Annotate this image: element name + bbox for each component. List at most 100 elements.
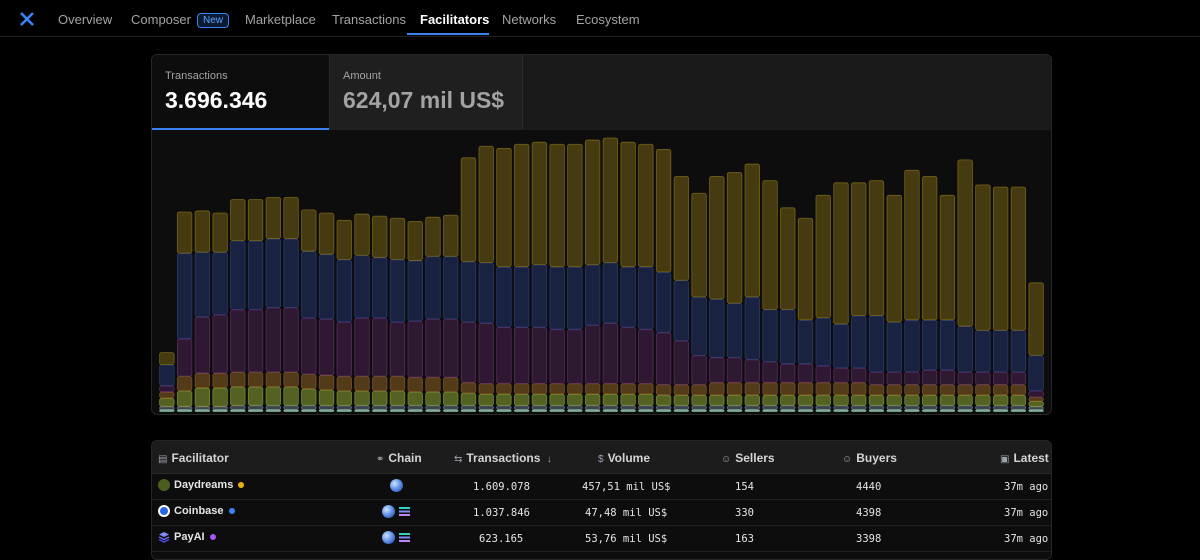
bar-purple-42[interactable] bbox=[886, 372, 902, 385]
header-volume[interactable]: $ Volume bbox=[598, 451, 651, 465]
bar-olive-2[interactable] bbox=[176, 390, 193, 407]
bar-brown-16[interactable] bbox=[425, 377, 441, 393]
bar-purple-43[interactable] bbox=[904, 372, 920, 385]
bar-navy-6[interactable] bbox=[247, 240, 264, 310]
tab-amount[interactable]: Amount 624,07 mil US$ bbox=[329, 55, 523, 130]
bar-gray-45[interactable] bbox=[939, 405, 956, 410]
bar-purple-26[interactable] bbox=[602, 323, 619, 384]
bar-olive-36[interactable] bbox=[780, 394, 796, 406]
bar-gold-23[interactable] bbox=[549, 143, 565, 268]
table-row[interactable]: Coinbase 1.037.846 47,48 mil US$ 330 439… bbox=[152, 500, 1051, 526]
bar-navy-26[interactable] bbox=[602, 262, 619, 324]
bar-navy-15[interactable] bbox=[407, 260, 423, 322]
bar-olive-41[interactable] bbox=[868, 394, 885, 406]
bar-olive-44[interactable] bbox=[922, 394, 938, 406]
facilitator-cell[interactable]: Coinbase bbox=[158, 505, 235, 517]
bar-teal-21[interactable] bbox=[513, 409, 530, 412]
nav-marketplace[interactable]: Marketplace bbox=[245, 12, 316, 27]
bar-gray-15[interactable] bbox=[407, 405, 423, 410]
bar-teal-46[interactable] bbox=[957, 409, 973, 412]
bar-teal-42[interactable] bbox=[886, 409, 902, 412]
bar-gray-46[interactable] bbox=[957, 405, 973, 410]
bar-gray-34[interactable] bbox=[744, 405, 760, 410]
bar-brown-45[interactable] bbox=[939, 384, 956, 396]
bar-gray-3[interactable] bbox=[194, 406, 211, 410]
bar-navy-39[interactable] bbox=[833, 324, 849, 369]
bar-brown-46[interactable] bbox=[957, 384, 973, 396]
bar-purple-29[interactable] bbox=[655, 332, 672, 385]
bar-navy-13[interactable] bbox=[372, 257, 388, 319]
bar-gold-36[interactable] bbox=[780, 207, 796, 310]
bar-navy-50[interactable] bbox=[1028, 355, 1044, 392]
bar-brown-12[interactable] bbox=[354, 376, 370, 392]
bar-teal-19[interactable] bbox=[478, 409, 494, 412]
bar-purple-25[interactable] bbox=[584, 325, 601, 384]
bar-gold-29[interactable] bbox=[655, 149, 672, 273]
bar-teal-27[interactable] bbox=[620, 409, 636, 412]
bar-brown-39[interactable] bbox=[833, 382, 849, 396]
bar-navy-40[interactable] bbox=[851, 315, 867, 369]
bar-gold-18[interactable] bbox=[460, 157, 477, 262]
header-buyers[interactable]: ☺ Buyers bbox=[842, 451, 897, 465]
facilitator-cell[interactable]: Daydreams bbox=[158, 479, 245, 491]
bar-olive-26[interactable] bbox=[602, 393, 619, 406]
bar-teal-11[interactable] bbox=[336, 409, 352, 412]
bar-purple-35[interactable] bbox=[762, 361, 778, 383]
bar-brown-26[interactable] bbox=[602, 383, 619, 395]
bar-gold-35[interactable] bbox=[762, 180, 778, 310]
bar-olive-33[interactable] bbox=[726, 394, 743, 406]
bar-olive-34[interactable] bbox=[744, 394, 760, 406]
bar-purple-27[interactable] bbox=[620, 327, 636, 384]
bar-navy-4[interactable] bbox=[212, 252, 228, 316]
bar-navy-19[interactable] bbox=[478, 262, 494, 324]
bar-brown-18[interactable] bbox=[460, 382, 477, 394]
bar-purple-48[interactable] bbox=[992, 372, 1009, 385]
bar-teal-7[interactable] bbox=[265, 409, 281, 412]
bar-gray-8[interactable] bbox=[283, 405, 299, 410]
bar-gold-26[interactable] bbox=[602, 137, 619, 263]
bar-olive-42[interactable] bbox=[886, 394, 902, 406]
bar-teal-3[interactable] bbox=[194, 409, 211, 412]
bar-olive-47[interactable] bbox=[975, 394, 991, 406]
bar-olive-30[interactable] bbox=[673, 394, 690, 406]
bar-gray-1[interactable] bbox=[159, 406, 175, 410]
bar-teal-9[interactable] bbox=[301, 409, 317, 412]
bar-olive-24[interactable] bbox=[567, 393, 583, 406]
bar-olive-12[interactable] bbox=[354, 390, 370, 406]
bar-gray-13[interactable] bbox=[372, 405, 388, 410]
header-sellers[interactable]: ☺ Sellers bbox=[721, 451, 775, 465]
bar-purple-2[interactable] bbox=[176, 338, 193, 377]
bar-brown-17[interactable] bbox=[443, 377, 459, 393]
bar-gold-49[interactable] bbox=[1010, 186, 1027, 331]
bar-gray-4[interactable] bbox=[212, 406, 228, 410]
bar-teal-34[interactable] bbox=[744, 409, 760, 412]
bar-olive-21[interactable] bbox=[513, 393, 530, 406]
nav-ecosystem[interactable]: Ecosystem bbox=[576, 12, 640, 27]
bar-olive-20[interactable] bbox=[496, 393, 512, 406]
bar-gray-40[interactable] bbox=[851, 405, 867, 410]
bar-navy-42[interactable] bbox=[886, 321, 902, 373]
bar-navy-21[interactable] bbox=[513, 266, 530, 328]
bar-gold-16[interactable] bbox=[425, 216, 441, 257]
bar-olive-8[interactable] bbox=[283, 386, 299, 406]
bar-gold-27[interactable] bbox=[620, 141, 636, 268]
bar-teal-20[interactable] bbox=[496, 409, 512, 412]
bar-purple-30[interactable] bbox=[673, 340, 690, 385]
bar-olive-43[interactable] bbox=[904, 394, 920, 406]
bar-gray-17[interactable] bbox=[443, 405, 459, 410]
bar-gold-46[interactable] bbox=[957, 159, 973, 327]
bar-purple-34[interactable] bbox=[744, 359, 760, 383]
bar-navy-1[interactable] bbox=[159, 364, 175, 386]
bar-teal-24[interactable] bbox=[567, 409, 583, 412]
bar-teal-17[interactable] bbox=[443, 409, 459, 412]
bar-purple-7[interactable] bbox=[265, 307, 281, 373]
bar-gray-6[interactable] bbox=[247, 405, 264, 410]
bar-navy-36[interactable] bbox=[780, 309, 796, 364]
bar-brown-13[interactable] bbox=[372, 376, 388, 392]
bar-gray-30[interactable] bbox=[673, 405, 690, 410]
bar-gray-2[interactable] bbox=[176, 406, 193, 410]
bar-gold-14[interactable] bbox=[389, 217, 406, 260]
bar-olive-25[interactable] bbox=[584, 393, 601, 406]
bar-olive-14[interactable] bbox=[389, 390, 406, 406]
bar-brown-2[interactable] bbox=[176, 376, 193, 392]
